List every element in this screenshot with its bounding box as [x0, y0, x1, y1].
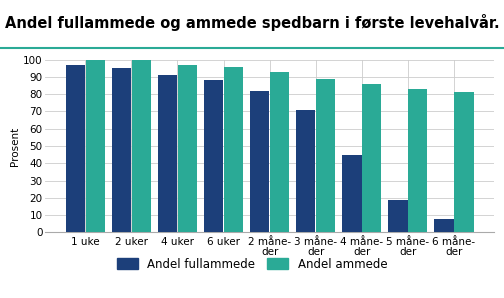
- Bar: [270, 72, 289, 232]
- Bar: [296, 110, 316, 232]
- Bar: [454, 92, 474, 232]
- Bar: [204, 80, 223, 232]
- Bar: [178, 65, 197, 232]
- Bar: [132, 60, 151, 232]
- Bar: [362, 84, 382, 232]
- Bar: [158, 75, 177, 232]
- Bar: [112, 68, 131, 232]
- Bar: [342, 155, 361, 232]
- Bar: [408, 89, 427, 232]
- Bar: [316, 79, 335, 232]
- Bar: [66, 65, 85, 232]
- Bar: [224, 66, 243, 232]
- Bar: [434, 219, 454, 232]
- Y-axis label: Prosent: Prosent: [10, 126, 20, 166]
- Bar: [86, 60, 105, 232]
- Legend: Andel fullammede, Andel ammede: Andel fullammede, Andel ammede: [112, 253, 392, 275]
- Text: Andel fullammede og ammede spedbarn i første levehalvår. Prosent: Andel fullammede og ammede spedbarn i fø…: [5, 14, 504, 31]
- Bar: [250, 91, 270, 232]
- Bar: [388, 200, 408, 232]
